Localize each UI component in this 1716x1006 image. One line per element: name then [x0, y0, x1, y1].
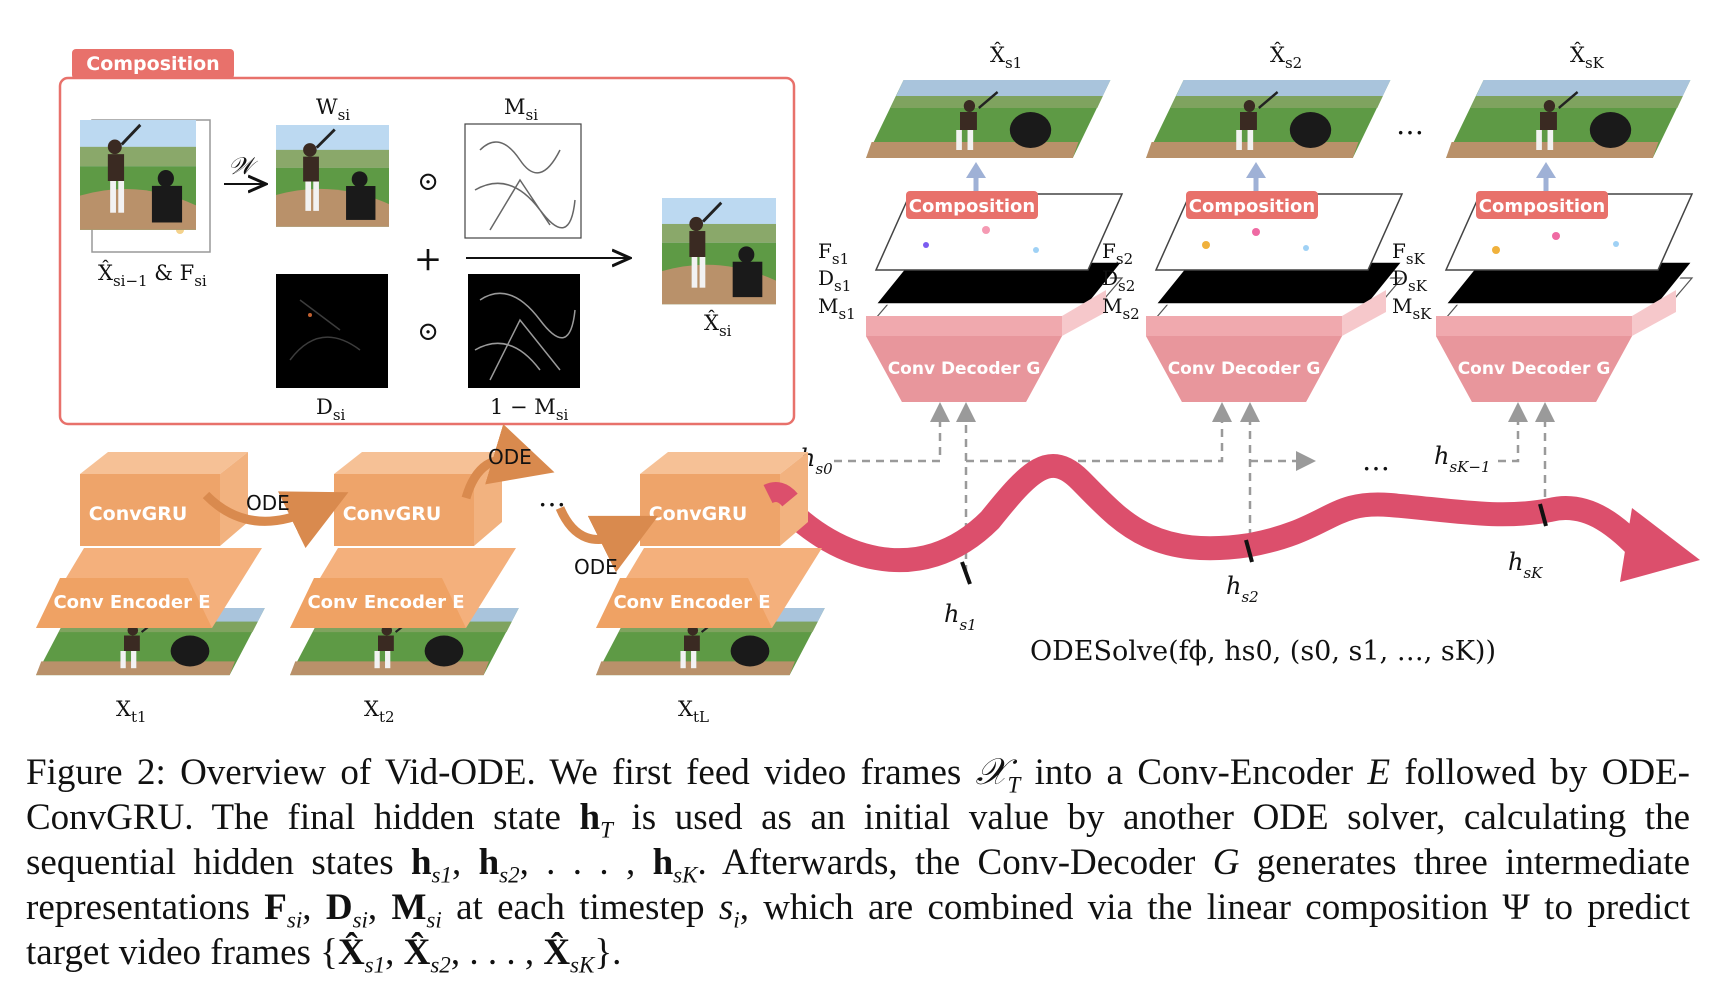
- svg-text:Conv Decoder G: Conv Decoder G: [1168, 359, 1321, 379]
- svg-text:Xt1: Xt1: [116, 697, 147, 726]
- decoder-ellipsis: …: [1396, 108, 1424, 141]
- svg-text:hs1: hs1: [944, 600, 977, 634]
- svg-text:1 − Msi: 1 − Msi: [490, 395, 569, 424]
- svg-text:X̂si: X̂si: [704, 311, 732, 340]
- svg-text:hsK: hsK: [1508, 548, 1543, 582]
- svg-text:X̂sK: X̂sK: [1570, 43, 1605, 72]
- svg-text:ConvGRU: ConvGRU: [89, 503, 188, 525]
- figure: Composition X̂si−1 & Fsi 𝒲 Wsi Msi Dsi: [34, 43, 1700, 726]
- plus-sign: +: [414, 239, 443, 279]
- odot-bottom: ⊙: [417, 317, 439, 347]
- svg-text:MsK: MsK: [1392, 294, 1432, 323]
- svg-text:Conv Decoder G: Conv Decoder G: [1458, 359, 1611, 379]
- encoder-block-2: Conv Encoder E ConvGRU Xt2: [288, 452, 520, 726]
- decoder-column-2: X̂s2 Composition Fs2 Ds2 Ms2 Conv Decode…: [1102, 43, 1404, 402]
- encoder-block-1: Conv Encoder E ConvGRU Xt1: [34, 452, 266, 726]
- ode-trajectory: [763, 453, 1700, 585]
- svg-text:hs2: hs2: [1226, 572, 1259, 606]
- ode-arrows: [202, 424, 659, 573]
- warp-symbol: 𝒲: [228, 152, 259, 180]
- svg-text:ConvGRU: ConvGRU: [343, 503, 442, 525]
- composition-panel: Composition X̂si−1 & Fsi 𝒲 Wsi Msi Dsi: [58, 49, 796, 426]
- svg-text:Ms1: Ms1: [818, 294, 856, 323]
- encoder-ellipsis: …: [538, 480, 566, 513]
- svg-text:X̂s2: X̂s2: [1270, 43, 1302, 72]
- composed-output-image: [660, 196, 778, 306]
- svg-text:FsK: FsK: [1392, 239, 1426, 268]
- svg-text:Ds2: Ds2: [1102, 266, 1135, 295]
- svg-text:Composition: Composition: [1479, 196, 1605, 217]
- svg-text:XtL: XtL: [678, 697, 709, 726]
- svg-text:Fs1: Fs1: [818, 239, 849, 268]
- svg-text:Conv Decoder G: Conv Decoder G: [888, 359, 1041, 379]
- mask-image: [464, 123, 582, 239]
- svg-text:Conv Encoder E: Conv Encoder E: [307, 592, 464, 613]
- svg-text:Composition: Composition: [909, 196, 1035, 217]
- ode-label-3: ODE: [574, 555, 618, 579]
- composition-title: Composition: [86, 53, 219, 75]
- input-frame-flow: [78, 118, 211, 253]
- svg-text:DsK: DsK: [1392, 266, 1428, 295]
- svg-text:X̂si−1 & Fsi: X̂si−1 & Fsi: [98, 261, 207, 290]
- svg-text:hsK−1: hsK−1: [1434, 442, 1490, 476]
- svg-text:Composition: Composition: [1189, 196, 1315, 217]
- difference-image: [276, 274, 388, 388]
- decoder-column-1: X̂s1 Composition Fs1 Ds1 Ms1 Conv Decode…: [818, 43, 1124, 402]
- ode-label-2: ODE: [488, 445, 532, 469]
- svg-text:Xt2: Xt2: [364, 697, 395, 726]
- svg-text:Ms2: Ms2: [1102, 294, 1140, 323]
- svg-text:Dsi: Dsi: [316, 395, 346, 424]
- svg-text:Conv Encoder E: Conv Encoder E: [53, 592, 210, 613]
- inverse-mask-image: [468, 274, 580, 388]
- hidden-ellipsis: …: [1362, 444, 1390, 477]
- figure-caption: Figure 2: Overview of Vid-ODE. We first …: [26, 752, 1691, 978]
- svg-text:Fs2: Fs2: [1102, 239, 1133, 268]
- decoder-column-k: X̂sK Composition FsK DsK MsK Conv Decode…: [1392, 43, 1694, 402]
- warped-frame-image: [274, 123, 391, 229]
- svg-text:Msi: Msi: [504, 95, 538, 124]
- svg-text:Wsi: Wsi: [316, 95, 350, 124]
- odot-top: ⊙: [417, 167, 439, 197]
- svg-text:Ds1: Ds1: [818, 266, 851, 295]
- encoder-block-l: Conv Encoder E ConvGRU XtL: [594, 452, 826, 726]
- svg-text:Conv Encoder E: Conv Encoder E: [613, 592, 770, 613]
- svg-text:ConvGRU: ConvGRU: [649, 503, 748, 525]
- odesolve-label: ODESolve(fϕ, hs0, (s0, s1, …, sK)): [1030, 636, 1496, 667]
- svg-text:X̂s1: X̂s1: [990, 43, 1022, 72]
- ode-label-1: ODE: [246, 491, 290, 515]
